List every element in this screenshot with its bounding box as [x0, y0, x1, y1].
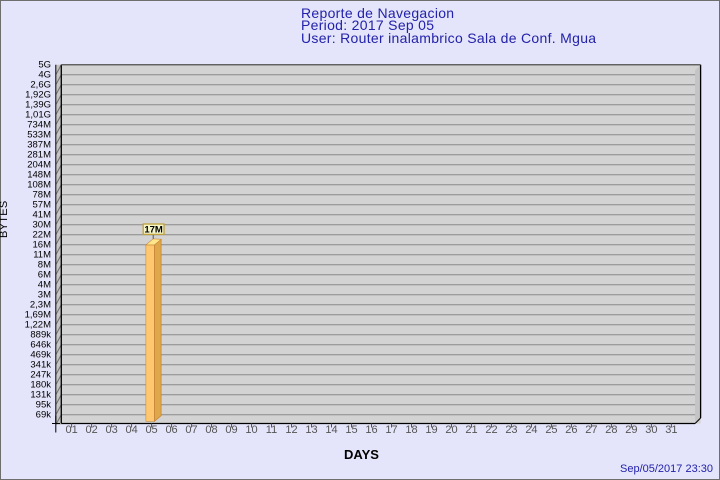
svg-text:17M: 17M: [144, 224, 163, 235]
